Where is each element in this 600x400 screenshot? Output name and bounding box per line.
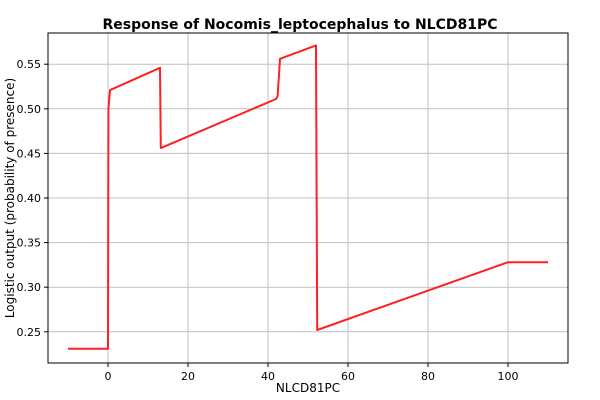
y-tick-label: 0.30 xyxy=(17,281,42,294)
y-axis-label: Logistic output (probability of presence… xyxy=(3,78,17,318)
x-tick-label: 0 xyxy=(105,370,112,383)
y-tick-label: 0.50 xyxy=(17,103,42,116)
response-curve xyxy=(68,44,548,350)
grid xyxy=(48,33,568,363)
y-tick-label: 0.25 xyxy=(17,326,42,339)
x-tick-label: 60 xyxy=(341,370,355,383)
chart-title: Response of Nocomis_leptocephalus to NLC… xyxy=(102,17,497,33)
x-axis-label: NLCD81PC xyxy=(276,381,340,395)
y-tick-label: 0.40 xyxy=(17,192,42,205)
x-tick-label: 20 xyxy=(181,370,195,383)
y-tick-label: 0.55 xyxy=(17,58,42,71)
y-tick-label: 0.35 xyxy=(17,237,42,250)
x-tick-label: 40 xyxy=(261,370,275,383)
x-axis: 0 20 40 60 80 100 xyxy=(105,363,519,383)
y-axis: 0.25 0.30 0.35 0.40 0.45 0.50 0.55 xyxy=(17,58,48,339)
y-tick-label: 0.45 xyxy=(17,147,42,160)
x-tick-label: 100 xyxy=(498,370,519,383)
series-layer xyxy=(68,44,548,350)
x-tick-label: 80 xyxy=(421,370,435,383)
